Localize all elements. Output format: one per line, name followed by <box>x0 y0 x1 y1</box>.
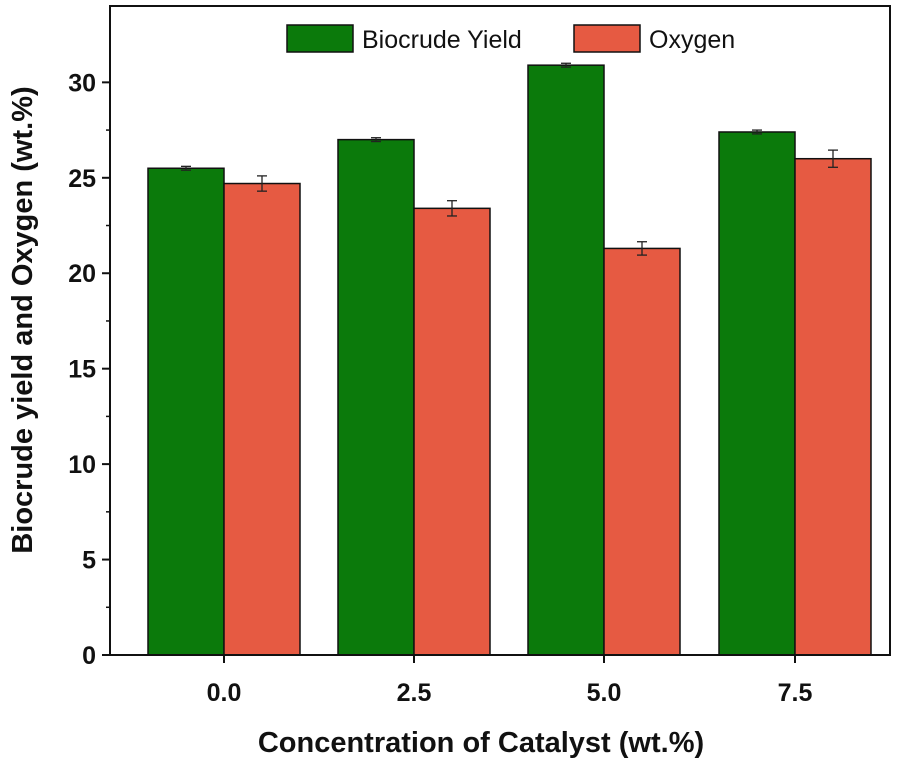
bar-biocrude-yield-0 <box>147 167 225 656</box>
bar-biocrude-yield-3 <box>718 131 796 656</box>
axes-group: 0 5 10 15 20 25 30 0.0 2.5 5.0 7.5 <box>68 5 891 707</box>
bar-oxygen-1 <box>413 207 491 656</box>
y-tick-label-6: 30 <box>68 69 96 97</box>
x-tick-label-3: 7.5 <box>778 679 813 707</box>
x-axis-title: Concentration of Catalyst (wt.%) <box>258 727 704 759</box>
legend-label-1: Oxygen <box>649 26 735 54</box>
legend-label-0: Biocrude Yield <box>362 26 522 54</box>
plot-frame <box>109 5 891 656</box>
y-tick-label-2: 10 <box>68 451 96 479</box>
legend-swatch-1 <box>573 24 641 53</box>
y-tick-label-0: 0 <box>82 642 96 670</box>
bar-oxygen-3 <box>794 157 872 656</box>
x-tick-label-0: 0.0 <box>207 679 242 707</box>
bar-biocrude-yield-1 <box>337 138 415 656</box>
y-tick-label-1: 5 <box>82 547 96 575</box>
legend-swatch-0 <box>286 24 354 53</box>
y-tick-label-5: 25 <box>68 165 96 193</box>
x-tick-label-2: 5.0 <box>587 679 622 707</box>
error-bars-group <box>181 62 838 256</box>
bar-biocrude-yield-2 <box>527 64 605 656</box>
x-tick-label-1: 2.5 <box>397 679 432 707</box>
y-tick-label-3: 15 <box>68 356 96 384</box>
y-axis-title: Biocrude yield and Oxygen (wt.%) <box>7 86 39 553</box>
bar-oxygen-0 <box>223 182 301 656</box>
bar-oxygen-2 <box>603 247 681 656</box>
legend: Biocrude Yield Oxygen <box>286 24 735 54</box>
y-tick-label-4: 20 <box>68 260 96 288</box>
bars-group <box>147 64 872 656</box>
